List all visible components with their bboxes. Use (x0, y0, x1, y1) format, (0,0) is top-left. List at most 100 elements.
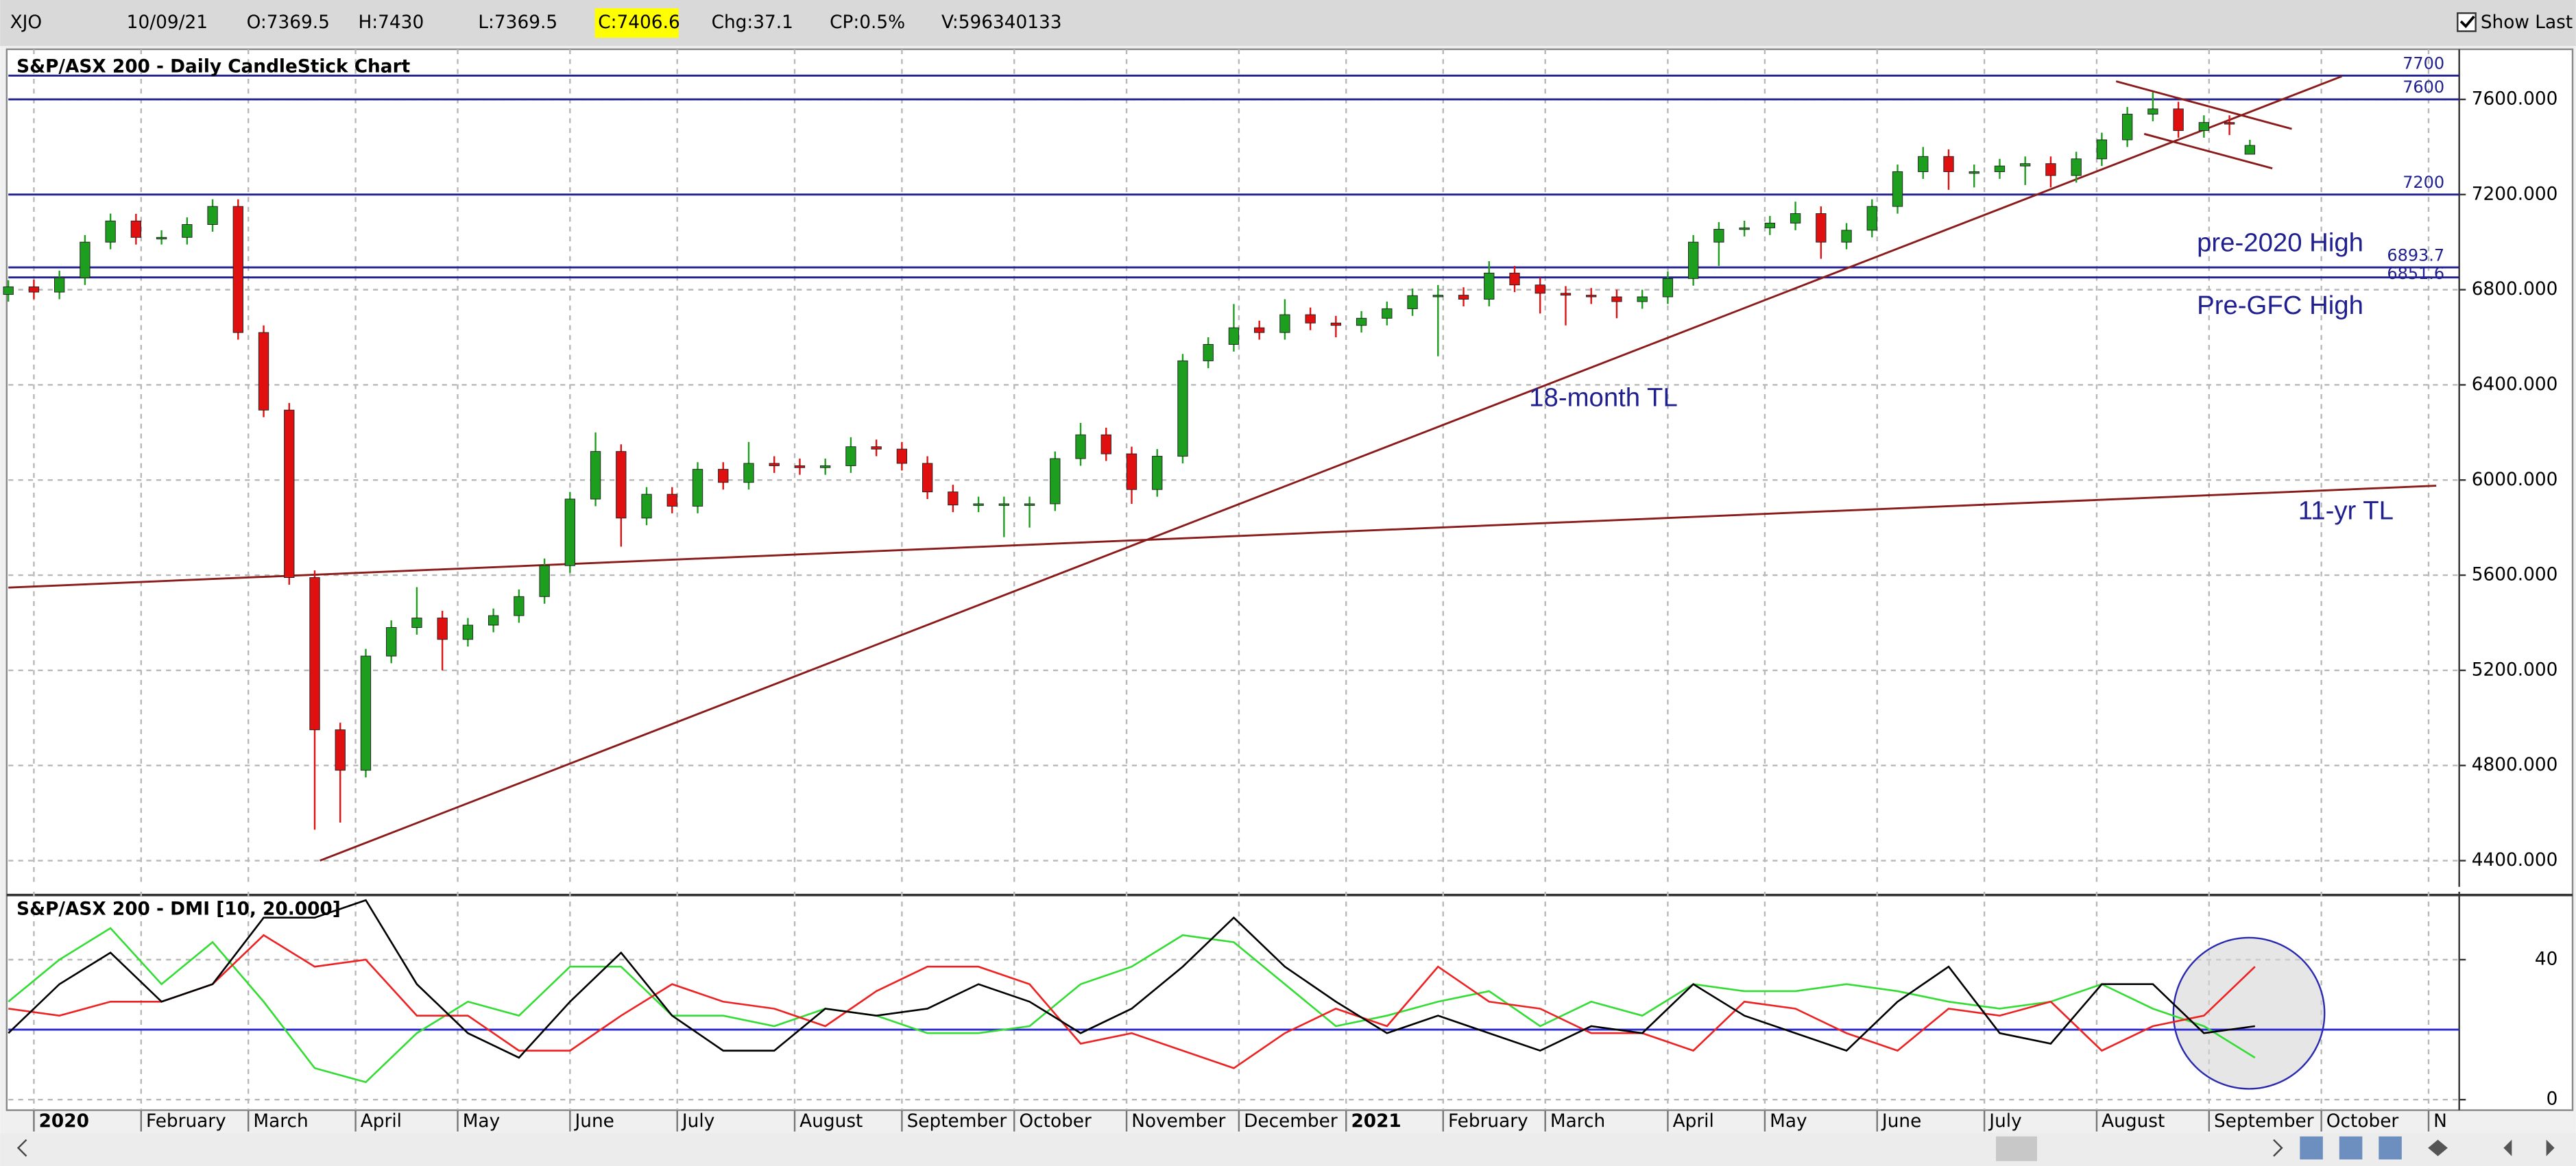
candle-body (232, 206, 243, 333)
candle-body (2198, 122, 2210, 131)
tool-button[interactable] (2300, 1136, 2323, 1160)
candle-body (692, 469, 703, 507)
x-tick-label: February (1448, 1111, 1528, 1132)
candle-body (1764, 222, 1776, 228)
candle-body (1432, 295, 1443, 297)
dmi-line (8, 927, 2256, 1084)
date: 10/09/21 (127, 12, 208, 33)
x-tick-label: October (2326, 1111, 2399, 1132)
candle-body (1279, 314, 1290, 333)
y-tick-label: 6000.000 (2472, 470, 2558, 490)
dmi-line (8, 934, 2256, 1069)
candle-body (2173, 108, 2184, 131)
y-tick-label: 6800.000 (2472, 279, 2558, 300)
candle-body (1841, 230, 1852, 243)
x-tick-label: April (361, 1111, 402, 1132)
x-tick-label: May (463, 1111, 500, 1132)
candle-body (1254, 327, 1265, 333)
candle-body (1866, 206, 1877, 231)
trend-line (2143, 132, 2273, 170)
candle-body (2071, 158, 2082, 176)
candle-body (743, 463, 754, 483)
candle-body (2147, 108, 2158, 114)
highlight-circle (2172, 936, 2326, 1090)
candle-body (616, 451, 627, 519)
candle-body (1586, 295, 1597, 297)
candle-body (309, 577, 320, 731)
x-tick-label: March (253, 1111, 308, 1132)
y-tick-label: 6400.000 (2472, 374, 2558, 395)
candle-body (845, 446, 856, 466)
candle-body (1687, 241, 1699, 279)
scroll-right[interactable] (2273, 1139, 2283, 1157)
candle-body (1126, 453, 1137, 490)
level-note: pre-2020 High (2197, 228, 2363, 258)
candle-body (794, 465, 806, 468)
candle-body (1228, 327, 1240, 345)
candle-body (998, 503, 1009, 506)
candle-body (514, 596, 525, 616)
candle-body (207, 206, 218, 226)
y-tick-label: 7600.000 (2472, 88, 2558, 109)
toolbar-bg (0, 0, 2576, 47)
symbol: XJO (10, 12, 43, 33)
x-tick-label: September (2214, 1111, 2314, 1132)
x-tick-label: June (1881, 1111, 1921, 1132)
candle-body (335, 729, 346, 771)
trend-label: 18-month TL (1529, 382, 1678, 412)
close-highlight (594, 8, 679, 38)
x-tick-label: March (1550, 1111, 1605, 1132)
candle-body (922, 463, 933, 493)
change: Chg:37.1 (712, 12, 793, 33)
candle-body (871, 446, 882, 450)
candle-body (1024, 503, 1035, 506)
candle-body (1560, 293, 1572, 296)
candle-body (1534, 284, 1545, 294)
y-tick-label: 7200.000 (2472, 184, 2558, 204)
x-tick-label: November (1131, 1111, 1225, 1132)
candle-body (1458, 295, 1469, 300)
y-tick-label: 40 (2535, 949, 2558, 969)
tool-button[interactable] (2339, 1136, 2363, 1160)
nav-right[interactable] (2546, 1139, 2555, 1156)
scroll-thumb[interactable] (1996, 1136, 2037, 1161)
x-tick-label: N (2433, 1111, 2447, 1132)
candle-body (1611, 296, 1622, 302)
x-tick-label: 2020 (39, 1111, 89, 1132)
candle-body (105, 220, 116, 243)
candle-body (948, 491, 959, 506)
level-label: 7200 (2403, 173, 2444, 192)
candle-body (1305, 314, 1316, 324)
candle-body (2020, 163, 2031, 167)
candle-body (1892, 171, 1903, 207)
candle-body (666, 494, 677, 507)
y-tick-label: 0 (2547, 1089, 2558, 1110)
candle-body (3, 286, 14, 295)
candle-body (1152, 456, 1163, 490)
trend-label: 11-yr TL (2298, 496, 2394, 526)
level-note: Pre-GFC High (2197, 291, 2363, 320)
show-last-checkbox[interactable] (2457, 12, 2477, 32)
x-tick-label: December (1244, 1111, 1338, 1132)
candle-body (130, 220, 142, 238)
candle-body (2244, 145, 2256, 155)
nav-left[interactable] (2503, 1139, 2512, 1156)
candle-body (1356, 317, 1367, 326)
low: L:7369.5 (478, 12, 557, 33)
close: C:7406.6 (598, 12, 679, 33)
volume: V:596340133 (941, 12, 1062, 33)
candle-body (896, 448, 908, 464)
trend-line (2115, 80, 2292, 130)
x-tick-label: August (2102, 1111, 2165, 1132)
candle-body (820, 465, 831, 468)
change-pct: CP:0.5% (830, 12, 905, 33)
candle-body (1203, 343, 1214, 361)
candle-body (258, 332, 269, 411)
candle-body (80, 241, 91, 278)
tool-button[interactable] (2379, 1136, 2402, 1160)
candle-body (1382, 308, 1393, 319)
y-tick-label: 4400.000 (2472, 850, 2558, 871)
show-last-label[interactable]: Show Last (2481, 12, 2573, 33)
candle-body (1713, 229, 1724, 243)
scroll-left[interactable] (16, 1139, 27, 1157)
